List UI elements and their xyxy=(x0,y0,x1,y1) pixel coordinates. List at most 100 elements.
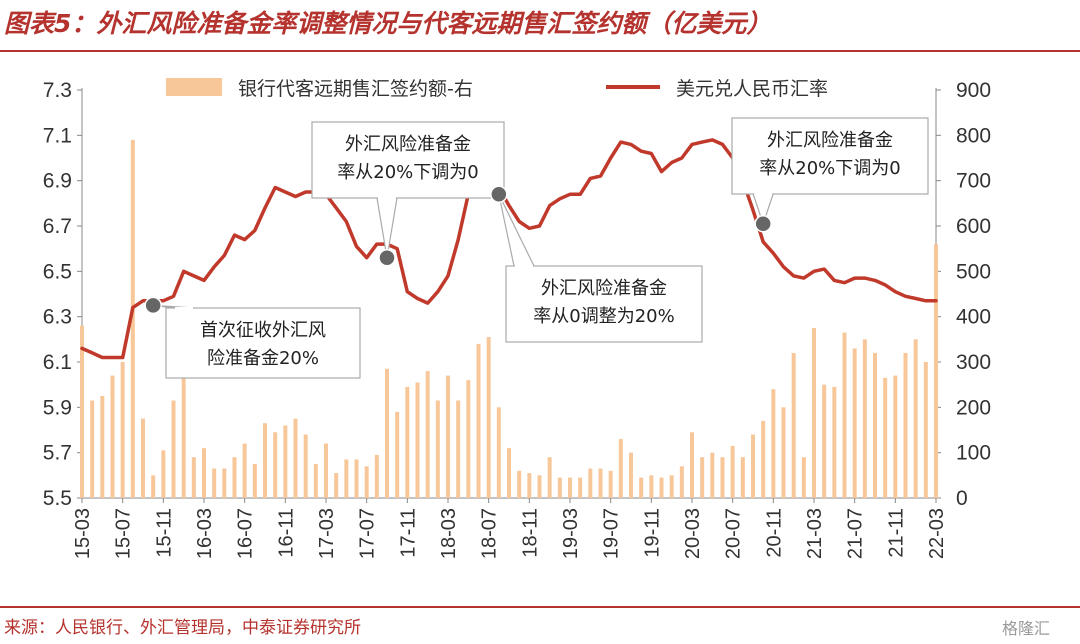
bar xyxy=(679,466,684,498)
bar xyxy=(344,459,349,498)
x-tick-label: 15-11 xyxy=(153,508,175,558)
bar xyxy=(517,470,522,498)
y-left-tick-label: 5.7 xyxy=(43,442,72,465)
y-left-tick-label: 7.3 xyxy=(43,79,72,102)
bar xyxy=(659,477,664,498)
x-tick-label: 15-07 xyxy=(113,508,135,559)
line-series xyxy=(80,138,938,360)
source-note: 来源：人民银行、外汇管理局，中泰证券研究所 xyxy=(4,618,361,638)
bar xyxy=(110,375,115,498)
bar xyxy=(273,432,278,498)
bar xyxy=(374,454,379,498)
bar xyxy=(171,400,176,498)
bar xyxy=(761,420,766,498)
x-tick-label: 19-07 xyxy=(601,508,623,559)
bar xyxy=(903,352,908,498)
x-tick-label: 15-03 xyxy=(72,508,94,559)
y-left-tick-label: 6.3 xyxy=(43,306,72,329)
x-tick-label: 19-03 xyxy=(560,508,582,559)
x-tick-label: 21-11 xyxy=(885,508,907,558)
x-tick-label: 19-11 xyxy=(641,508,663,558)
bar xyxy=(324,443,328,498)
y-left-tick-label: 5.9 xyxy=(43,396,72,419)
bar xyxy=(80,325,84,498)
x-tick-label: 18-11 xyxy=(519,508,541,558)
exchange-rate-line xyxy=(80,138,938,360)
x-tick-label: 17-11 xyxy=(397,508,419,558)
bar xyxy=(466,380,471,498)
bar xyxy=(385,368,389,498)
bar xyxy=(669,475,674,498)
bar xyxy=(486,337,491,498)
annotation-marker xyxy=(144,296,162,315)
bar xyxy=(893,375,898,498)
y-left-tick-label: 6.9 xyxy=(43,170,72,193)
bar xyxy=(191,457,196,498)
bar xyxy=(913,339,918,498)
bar xyxy=(842,332,847,498)
bar xyxy=(751,434,755,498)
x-tick-label: 22-03 xyxy=(926,508,948,559)
bar xyxy=(649,475,654,498)
annotation-pointer xyxy=(498,194,535,267)
bar xyxy=(425,371,430,498)
y-left-tick-label: 6.7 xyxy=(43,215,72,238)
bar xyxy=(283,425,288,498)
bar xyxy=(547,457,552,498)
legend-bar-label: 银行代客远期售汇签约额-右 xyxy=(238,78,473,100)
legend-bar-swatch xyxy=(166,78,222,96)
bar xyxy=(90,400,95,498)
bar xyxy=(130,139,135,498)
bar-series xyxy=(80,139,938,498)
bar xyxy=(395,411,400,498)
bar xyxy=(598,468,603,498)
bar xyxy=(263,423,267,498)
bar xyxy=(934,244,938,498)
bar xyxy=(120,362,125,498)
bar xyxy=(202,448,206,498)
annotation-marker xyxy=(378,248,396,267)
y-right-tick-label: 100 xyxy=(956,442,991,465)
annotation-text: 外汇风险准备金 xyxy=(541,278,667,299)
bar xyxy=(100,396,105,498)
y-left-tick-label: 7.1 xyxy=(43,124,72,147)
y-right-tick-label: 900 xyxy=(956,79,991,102)
bar xyxy=(222,468,227,498)
annotation-box xyxy=(731,117,929,195)
title-rule xyxy=(0,50,1080,52)
y-left-tick-label: 6.5 xyxy=(43,260,72,283)
bar xyxy=(639,477,644,498)
chart-svg: 银行代客远期售汇签约额-右 美元兑人民币汇率 5.5 5.7 5.9 6.1 6.3 6.… xyxy=(43,78,991,559)
annotation-marker xyxy=(754,214,772,233)
annotation-text: 率从20%下调为0 xyxy=(337,162,478,183)
y-left-tick-label: 5.5 xyxy=(43,487,72,510)
annotation-text: 险准备金20% xyxy=(207,348,319,369)
bar xyxy=(720,457,725,498)
x-tick-label: 20-07 xyxy=(723,508,745,559)
bar xyxy=(629,452,633,498)
bar xyxy=(161,450,166,498)
watermark-logo: 格隆汇 xyxy=(1002,619,1051,638)
x-tick-label: 16-07 xyxy=(235,508,257,559)
bar xyxy=(781,407,786,498)
bar xyxy=(710,452,715,498)
bar xyxy=(507,448,511,498)
y-right-tick-label: 800 xyxy=(956,124,991,147)
x-tick-label: 18-03 xyxy=(438,508,460,559)
bar xyxy=(476,343,481,498)
bar xyxy=(923,362,928,498)
annotation-text: 首次征收外汇风 xyxy=(200,320,326,341)
bar xyxy=(181,368,186,498)
bar xyxy=(862,339,867,498)
bar xyxy=(791,352,796,498)
bar xyxy=(537,475,542,498)
bar xyxy=(252,464,257,498)
annotation-box xyxy=(311,121,505,199)
bar xyxy=(242,443,247,498)
bar xyxy=(700,457,705,498)
bar xyxy=(405,386,410,498)
bar xyxy=(730,445,735,498)
bar xyxy=(812,328,816,498)
y-left-tick-label: 6.1 xyxy=(43,351,72,374)
bar xyxy=(303,434,308,498)
